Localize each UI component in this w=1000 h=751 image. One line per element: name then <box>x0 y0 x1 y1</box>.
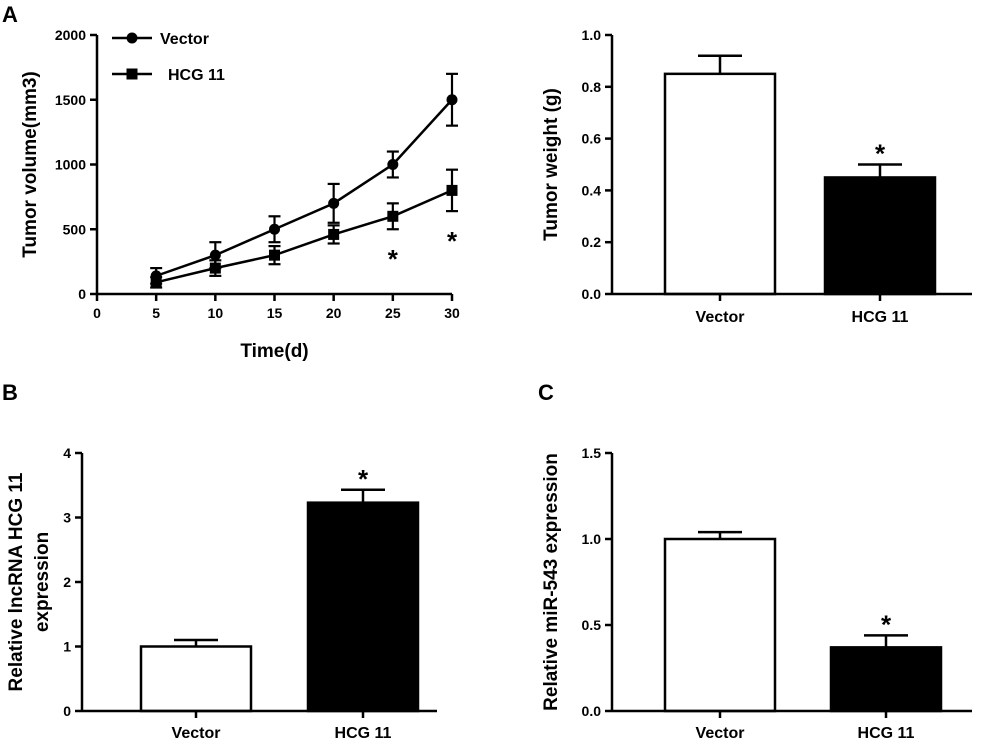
y-tick-label: 3 <box>63 510 71 526</box>
data-point-hcg11 <box>446 184 458 196</box>
panel-label-b: B <box>2 380 18 405</box>
x-tick-label: 30 <box>444 305 460 321</box>
data-point-hcg11 <box>150 276 162 288</box>
legend-marker-square <box>126 68 138 80</box>
data-point-vector <box>446 94 458 106</box>
data-point-hcg11 <box>387 210 399 222</box>
y-axis-label-line2: expression <box>32 532 53 632</box>
y-tick-label: 2000 <box>55 27 86 43</box>
data-point-hcg11 <box>209 262 221 274</box>
y-tick-label: 4 <box>63 445 71 461</box>
x-tick-label: 25 <box>385 305 401 321</box>
x-tick-label: 10 <box>208 305 224 321</box>
y-tick-label: 1000 <box>55 157 86 173</box>
y-tick-label: 500 <box>63 221 87 237</box>
y-tick-label: 0 <box>78 286 86 302</box>
legend-label: Vector <box>160 31 209 48</box>
mir543-expression-bar-chart: Vector * HCG 11 0.0 0.5 1.0 1.5 Relative miR-54… <box>541 445 972 742</box>
y-tick-label: 0.5 <box>582 617 602 633</box>
y-tick-label: 0.8 <box>582 79 602 95</box>
x-axis-label: Time(d) <box>240 341 308 362</box>
category-label: Vector <box>696 309 745 326</box>
y-tick-label: 0.4 <box>582 182 602 198</box>
y-tick-label: 1.5 <box>582 445 602 461</box>
y-axis-label: Relative lncRNA HCG 11 <box>6 472 27 691</box>
x-tick-label: 15 <box>267 305 283 321</box>
data-point-vector <box>269 223 280 235</box>
significance-star: * <box>358 464 369 494</box>
y-tick-label: 1.0 <box>582 27 602 43</box>
legend-label: HCG 11 <box>168 67 225 84</box>
data-point-hcg11 <box>328 228 340 240</box>
y-tick-label: 1500 <box>55 92 86 108</box>
y-axis-label: Tumor weight (g) <box>541 88 562 241</box>
x-tick-label: 0 <box>93 305 101 321</box>
y-axis-label: Tumor volume(mm3) <box>20 71 41 258</box>
category-label: HCG 11 <box>852 309 909 326</box>
tumor-volume-line-chart: 0 500 1000 1500 2000 0 5 10 15 20 25 30 Time(d) Tumor… <box>20 27 460 362</box>
y-tick-label: 1 <box>63 639 71 655</box>
y-tick-label: 0.0 <box>582 286 602 302</box>
y-axis-label: Relative miR-543 expression <box>541 453 562 711</box>
y-tick-label: 0.6 <box>582 131 602 147</box>
y-tick-label: 0.2 <box>582 234 602 250</box>
data-point-vector <box>209 249 221 261</box>
lncrna-expression-bar-chart: Vector * HCG 11 0 1 2 3 4 Relative lncRNA HCG 11… <box>6 445 437 742</box>
bar-vector <box>663 72 777 296</box>
bar-vector <box>139 645 253 713</box>
y-tick-label: 0.0 <box>582 703 602 719</box>
y-tick-label: 1.0 <box>582 531 602 547</box>
category-label: HCG 11 <box>335 725 392 742</box>
x-tick-label: 5 <box>152 305 160 321</box>
bar-vector <box>663 537 777 713</box>
series-line-vector <box>155 98 453 278</box>
panel-label-a: A <box>2 2 18 27</box>
panel-label-c: C <box>538 380 554 405</box>
bar-hcg11 <box>306 501 420 713</box>
y-tick-label: 0 <box>63 703 71 719</box>
category-label: Vector <box>696 725 745 742</box>
y-tick-label: 2 <box>63 574 71 590</box>
bar-hcg11 <box>829 646 943 713</box>
x-tick-label: 20 <box>326 305 342 321</box>
significance-star: * <box>875 139 886 169</box>
series-line-hcg11 <box>155 189 453 284</box>
significance-star: * <box>447 226 458 256</box>
data-point-vector <box>328 197 340 209</box>
category-label: HCG 11 <box>858 725 915 742</box>
significance-star: * <box>881 609 892 639</box>
bar-hcg11 <box>823 176 937 296</box>
tumor-weight-bar-chart: Vector * HCG 11 0.0 0.2 0.4 0.6 0.8 1.0 Tumor wei… <box>541 27 972 326</box>
significance-star: * <box>388 244 399 274</box>
category-label: Vector <box>172 725 221 742</box>
data-point-vector <box>387 159 399 170</box>
data-point-hcg11 <box>269 249 280 261</box>
legend-marker-circle <box>126 32 138 44</box>
